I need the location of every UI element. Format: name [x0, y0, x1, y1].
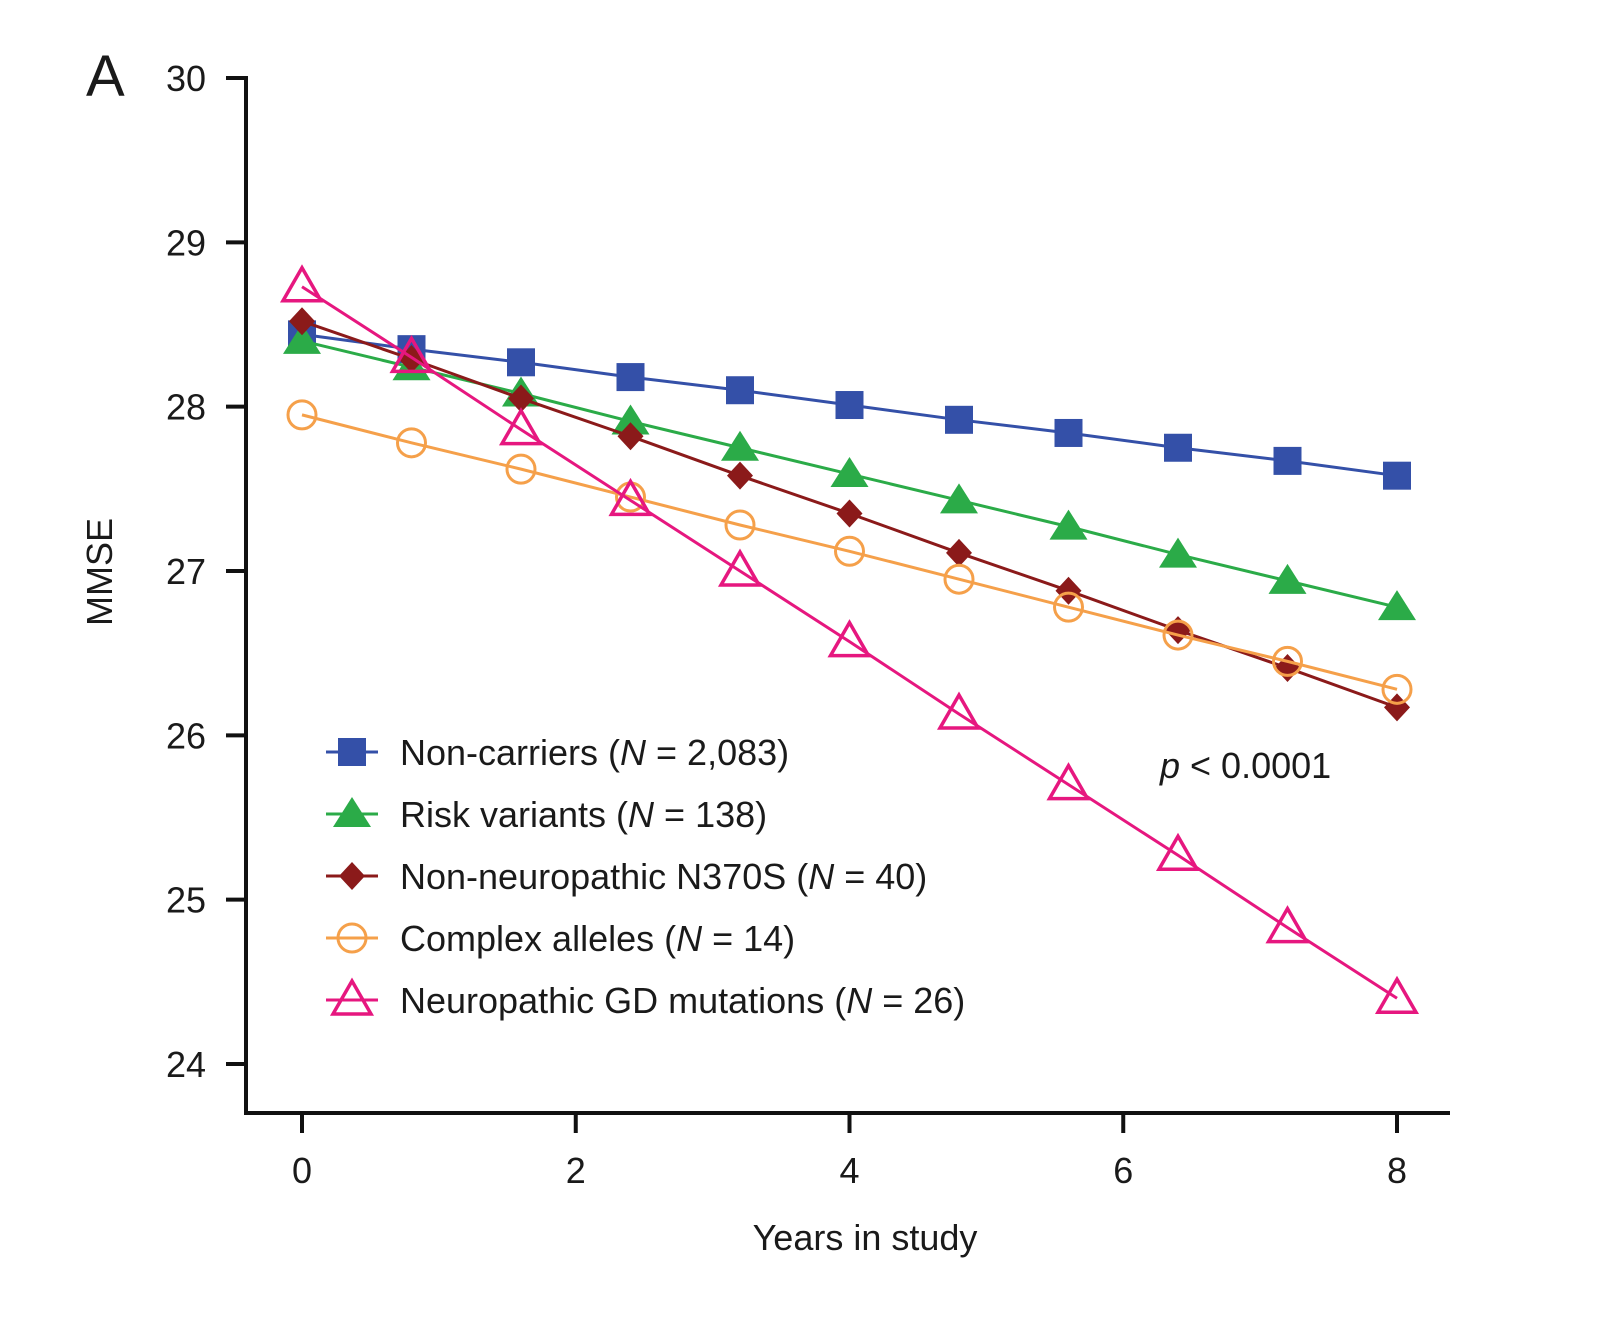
data-point	[726, 376, 754, 405]
legend-item: Complex alleles (N = 14)	[326, 918, 795, 959]
y-tick-label: 28	[166, 387, 206, 428]
data-point	[936, 691, 982, 730]
data-point	[508, 384, 534, 413]
data-point	[389, 334, 434, 374]
x-tick-label: 2	[566, 1150, 586, 1191]
x-tick-label: 6	[1113, 1150, 1133, 1191]
legend-marker	[333, 797, 371, 827]
series-non-carriers	[288, 320, 1411, 490]
data-point	[946, 538, 972, 567]
legend-item: Non-neuropathic N370S (N = 40)	[326, 856, 927, 897]
data-point	[616, 363, 645, 392]
legend-label: Complex alleles (N = 14)	[400, 918, 795, 959]
data-point	[830, 457, 869, 488]
y-tick-label: 25	[166, 880, 206, 921]
legend-label: Non-carriers (N = 2,083)	[400, 732, 789, 773]
data-point	[1164, 433, 1192, 462]
data-point	[1155, 832, 1201, 872]
legend-marker	[338, 738, 366, 766]
y-tick-label: 27	[166, 551, 206, 592]
legend-marker	[339, 862, 365, 890]
data-point	[1162, 619, 1194, 651]
data-point	[1268, 563, 1307, 594]
data-point	[945, 405, 973, 434]
data-point	[289, 307, 315, 336]
legend-marker	[329, 977, 375, 1016]
series-layer	[279, 264, 1420, 1015]
data-point	[835, 391, 864, 420]
data-point	[834, 535, 865, 567]
y-axis-title: MMSE	[79, 518, 120, 626]
y-axis-ticks: 24 25 26 27 28 29 30	[166, 58, 246, 1085]
data-point	[617, 422, 644, 451]
series-line	[301, 285, 1398, 1000]
data-point	[286, 399, 318, 431]
data-point	[1159, 537, 1197, 568]
data-point	[727, 461, 753, 490]
x-tick-label: 8	[1387, 1150, 1407, 1191]
data-point	[717, 548, 763, 587]
data-point	[611, 404, 650, 435]
data-point	[1265, 905, 1310, 944]
series-complex-alleles	[286, 399, 1413, 705]
panel-label: A	[86, 44, 125, 109]
p-value-annotation: p < 0.0001	[1159, 745, 1331, 786]
legend-label: Risk variants (N = 138)	[400, 794, 767, 835]
data-point	[1049, 509, 1088, 540]
data-point	[1272, 645, 1303, 677]
x-axis-title: Years in study	[753, 1217, 978, 1258]
data-point	[1384, 693, 1410, 722]
series-risk-variants	[283, 323, 1416, 621]
data-point	[1055, 576, 1082, 605]
series-non-neuropathic-n370s	[289, 307, 1410, 722]
data-point	[396, 427, 427, 459]
data-point	[1273, 446, 1302, 475]
series-line	[301, 413, 1398, 691]
data-point	[1374, 975, 1420, 1015]
data-point	[943, 563, 975, 595]
data-point	[1378, 590, 1416, 621]
data-point	[498, 407, 544, 446]
legend-item: Non-carriers (N = 2,083)	[326, 732, 789, 773]
axes	[244, 76, 1450, 1115]
data-point	[505, 453, 537, 485]
p-value-text: < 0.0001	[1180, 745, 1331, 786]
data-point	[724, 509, 756, 541]
series-neuropathic-gd-mutations	[279, 264, 1420, 1015]
legend-item: Neuropathic GD mutations (N = 26)	[326, 977, 965, 1021]
data-point	[279, 264, 325, 303]
legend-marker	[336, 922, 368, 954]
x-tick-label: 4	[839, 1150, 859, 1191]
data-point	[836, 499, 863, 528]
data-point	[1381, 673, 1413, 705]
x-axis-ticks: 0 2 4 6 8	[292, 1113, 1407, 1191]
legend: Non-carriers (N = 2,083) Risk variants (N…	[326, 732, 965, 1021]
data-point	[1046, 762, 1091, 801]
y-tick-label: 24	[166, 1044, 206, 1085]
data-point	[940, 483, 978, 514]
data-point	[827, 619, 872, 658]
legend-label: Neuropathic GD mutations (N = 26)	[400, 980, 965, 1021]
p-symbol: p	[1159, 745, 1180, 786]
legend-label: Non-neuropathic N370S (N = 40)	[400, 856, 927, 897]
data-point	[283, 323, 321, 354]
x-tick-label: 0	[292, 1150, 312, 1191]
data-point	[507, 348, 535, 377]
data-point	[1054, 418, 1083, 447]
data-point	[608, 477, 653, 517]
legend-item: Risk variants (N = 138)	[326, 794, 767, 835]
data-point	[1383, 461, 1411, 490]
data-point	[1053, 591, 1084, 623]
data-point	[721, 430, 759, 461]
y-tick-label: 26	[166, 715, 206, 756]
y-tick-label: 30	[166, 58, 206, 99]
y-tick-label: 29	[166, 222, 206, 263]
